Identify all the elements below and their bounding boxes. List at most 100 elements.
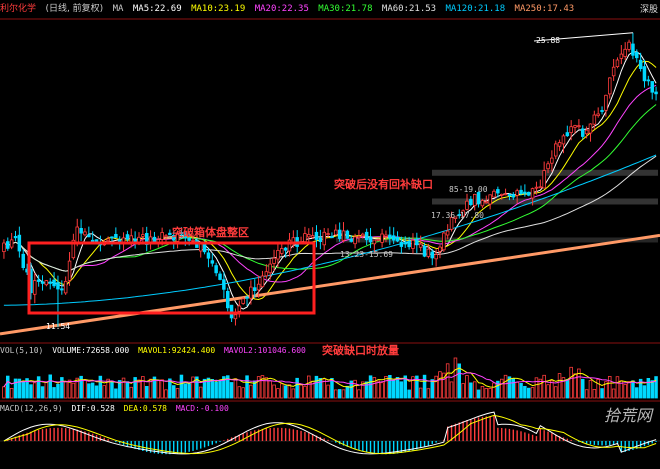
volume-bar <box>415 375 419 399</box>
candle-body <box>310 235 315 238</box>
ma120-line <box>3 154 657 306</box>
candle-body <box>542 170 546 189</box>
volume-header: VOL(5,10) VOLUME:72658.000 MAVOL1:92424.… <box>0 344 310 358</box>
candle-body <box>496 189 500 194</box>
volume-bar <box>210 378 215 399</box>
candle-body <box>376 239 380 241</box>
volume-bar <box>507 376 512 399</box>
candle-body <box>426 248 431 257</box>
volume-bar <box>60 377 64 399</box>
candle-body <box>222 279 226 290</box>
volume-bar <box>534 377 539 399</box>
volume-bar <box>303 385 307 399</box>
candle-body <box>2 242 6 253</box>
volume-bar <box>241 387 245 399</box>
volume-bar <box>202 378 207 399</box>
volume-bar <box>519 382 523 399</box>
volume-bar <box>152 376 157 399</box>
volume-bar <box>264 377 269 399</box>
candle-body <box>164 235 168 238</box>
volume-bar <box>67 379 72 399</box>
volume-bar <box>604 381 608 399</box>
volume-bar <box>561 377 566 399</box>
ma20-value: MA20:22.35 <box>254 4 309 14</box>
candle-body <box>114 233 118 238</box>
volume-bar <box>218 380 222 399</box>
candle-body <box>141 234 145 237</box>
dif-value: DIF:0.528 <box>71 404 115 413</box>
volume-bar <box>388 374 392 399</box>
mavol2-value: MAVOL2:101046.600 <box>223 346 306 355</box>
period-label[interactable]: (日线, 前复权) <box>45 4 104 14</box>
volume-bar <box>627 381 631 399</box>
volume-bar <box>550 380 554 399</box>
mavol5-line <box>3 367 657 388</box>
candle-body <box>388 234 392 239</box>
volume-bar <box>457 363 461 399</box>
volume-bar <box>229 382 234 399</box>
candle-body <box>152 236 157 242</box>
volume-bar <box>272 384 276 399</box>
candle-body <box>187 237 191 241</box>
candle-body <box>484 201 488 204</box>
candle-body <box>569 126 573 133</box>
volume-bar <box>600 388 604 399</box>
volume-bar <box>465 375 469 399</box>
volume-bar <box>469 382 473 399</box>
volume-bar <box>21 381 25 399</box>
volume-bar <box>608 375 612 399</box>
volume-bar <box>306 375 311 399</box>
volume-bar <box>596 378 600 399</box>
volume-bar <box>156 380 160 399</box>
candle-body <box>341 230 346 241</box>
candle-body <box>256 283 261 291</box>
volume-bar <box>384 375 388 399</box>
volume-bar <box>75 377 80 399</box>
volume-bar <box>98 375 103 399</box>
candle-body <box>411 239 415 249</box>
consolidation-box <box>27 241 316 315</box>
candle-body <box>511 194 515 198</box>
volume-bar <box>245 375 249 399</box>
candle-body <box>214 265 218 274</box>
candle-body <box>87 234 91 238</box>
candle-body <box>125 234 130 240</box>
volume-bar <box>353 379 357 399</box>
volume-bar <box>322 378 326 399</box>
high-marker <box>533 32 633 42</box>
candle-body <box>519 189 523 195</box>
volume-bar <box>430 379 434 399</box>
volume-bar <box>33 382 37 399</box>
volume-bar <box>569 366 573 399</box>
volume-bar <box>418 387 423 399</box>
candle-body <box>515 190 519 196</box>
candle-body <box>175 232 180 242</box>
candle-body <box>303 233 307 243</box>
volume-bar <box>376 380 380 399</box>
volume-bar <box>79 375 83 399</box>
ma5-line <box>3 51 657 310</box>
candle-body <box>550 157 554 164</box>
volume-bar <box>511 377 515 399</box>
volume-bar <box>110 380 114 399</box>
volume-bar <box>530 387 535 399</box>
volume-bar <box>90 382 95 399</box>
box-annotation: 突破箱体盘整区 <box>172 226 249 239</box>
candle-body <box>337 229 342 239</box>
volume-bar <box>592 388 597 399</box>
candle-body <box>191 239 195 242</box>
candle-body <box>546 163 550 170</box>
vol-title: VOL(5,10) <box>0 346 44 355</box>
candle-body <box>530 188 535 199</box>
candle-body <box>322 231 326 246</box>
candle-body <box>345 230 350 239</box>
candle-body <box>129 235 133 243</box>
volume-bar <box>29 384 33 399</box>
volume-bar <box>13 378 18 399</box>
candle-body <box>306 233 311 238</box>
stock-name[interactable]: 利尔化学 <box>0 4 37 14</box>
volume-bar <box>129 386 133 399</box>
candle-body <box>457 214 461 216</box>
volume-bar <box>287 384 292 399</box>
